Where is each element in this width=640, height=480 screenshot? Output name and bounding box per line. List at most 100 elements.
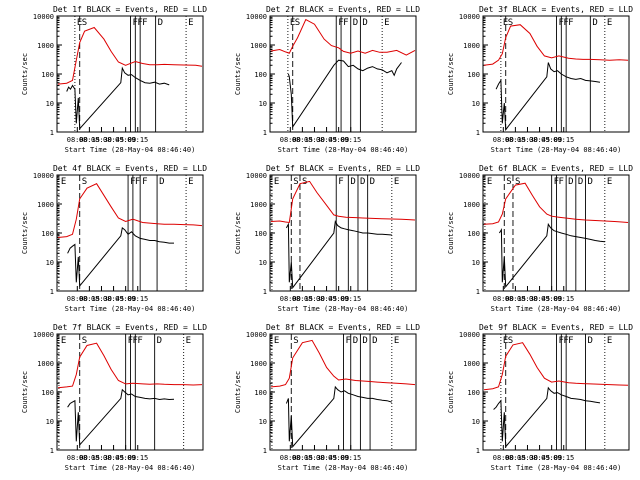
events-series-line [285,219,392,290]
x-tick-label: 08:45 [529,454,550,462]
x-tick-label: 09:15 [340,454,361,462]
event-marker-label-D: D [568,177,573,187]
y-tick-label: 10000 [459,172,480,180]
y-axis-label: Counts/sec [21,371,29,413]
x-tick-label: 08:00 [493,454,514,462]
x-tick-label: 08:15 [79,454,100,462]
y-tick-label: 1 [476,447,480,455]
x-tick-label: 09:15 [553,295,574,303]
event-marker-label-F: F [135,177,140,187]
lld-series-line [483,342,629,391]
event-marker-label-E: E [188,177,193,187]
y-tick-label: 10 [259,418,267,426]
event-marker-label-D: D [587,177,592,187]
y-tick-label: 1000 [250,42,267,50]
panel-title: Det 5f BLACK = Events, RED = LLD [266,164,420,173]
x-tick-label: 08:30 [91,136,112,144]
x-tick-label: 09:00 [541,454,562,462]
detector-panel-4: Det 4f BLACK = Events, RED = LLD 1 10 100 10… [21,164,207,313]
y-tick-label: 10 [472,259,480,267]
x-tick-label: 08:00 [67,454,88,462]
panel-plot-area: EESFFFD [57,175,203,291]
event-marker-label-F: F [345,336,350,346]
panel-title: Det 4f BLACK = Events, RED = LLD [53,164,207,173]
y-tick-label: 1 [50,129,54,137]
y-tick-label: 1000 [250,201,267,209]
y-axis-label: Counts/sec [447,53,455,95]
event-marker-label-D: D [592,18,597,28]
event-marker-label-S: S [293,336,298,346]
event-marker-label-E: E [607,177,612,187]
events-series-line [495,62,601,132]
x-axis-label: Start Time (28-May-04 08:46:40) [278,146,409,154]
detector-panel-5: Det 5f BLACK = Events, RED = LLD 1 10 100 10… [234,164,420,313]
event-marker-label-F: F [568,18,573,28]
y-tick-label: 1 [476,129,480,137]
panel-plot-area: EESSFFDDD [483,175,629,291]
event-marker-label-E: E [274,177,279,187]
x-tick-label: 08:15 [505,295,526,303]
y-tick-label: 10 [259,100,267,108]
y-tick-label: 100 [467,230,480,238]
x-tick-label: 08:30 [304,136,325,144]
event-marker-label-S: S [82,336,87,346]
lld-series-line [270,18,416,56]
y-tick-label: 10 [46,100,54,108]
y-tick-label: 100 [41,230,54,238]
y-tick-label: 100 [467,71,480,79]
y-tick-label: 1000 [37,201,54,209]
panel-title: Det 6f BLACK = Events, RED = LLD [479,164,633,173]
x-tick-label: 09:15 [340,136,361,144]
x-tick-label: 08:00 [67,295,88,303]
event-marker-label-S: S [508,336,513,346]
event-marker-label-F: F [137,336,142,346]
x-tick-label: 08:30 [517,295,538,303]
panel-title: Det 9f BLACK = Events, RED = LLD [479,323,633,332]
x-tick-label: 08:15 [79,136,100,144]
lld-series-line [57,183,203,238]
panel-title: Det 2f BLACK = Events, RED = LLD [266,5,420,14]
event-marker-label-D: D [158,18,163,28]
detector-panel-1: Det 1f BLACK = Events, RED = LLD 1 10 100 10… [21,5,207,154]
event-marker-label-E: E [487,177,492,187]
events-series-line [287,59,402,129]
event-marker-label-D: D [362,18,367,28]
x-tick-label: 08:00 [493,136,514,144]
events-series-line [67,227,174,288]
event-marker-label-E: E [607,18,612,28]
x-tick-label: 08:45 [103,454,124,462]
y-tick-label: 1 [476,288,480,296]
event-marker-label-D: D [353,336,358,346]
event-marker-label-E: E [607,336,612,346]
x-tick-label: 08:30 [304,295,325,303]
y-tick-label: 1000 [463,201,480,209]
lld-series-line [483,182,629,225]
event-marker-label-F: F [558,177,563,187]
event-marker-label-E: E [186,336,191,346]
panel-title: Det 8f BLACK = Events, RED = LLD [266,323,420,332]
event-marker-label-D: D [353,18,358,28]
x-tick-label: 08:15 [292,454,313,462]
event-marker-label-D: D [578,177,583,187]
event-marker-label-E: E [503,336,508,346]
x-tick-label: 08:45 [316,454,337,462]
detector-panel-2: Det 2f BLACK = Events, RED = LLD 1 10 100 10… [234,5,420,154]
event-marker-label-D: D [157,336,162,346]
panel-plot-area: E ES S F D D D [270,175,416,291]
x-tick-label: 08:15 [292,295,313,303]
x-tick-label: 08:00 [493,295,514,303]
event-marker-label-F: F [142,177,147,187]
y-tick-label: 1000 [463,42,480,50]
x-tick-label: 09:15 [127,295,148,303]
events-series-line [67,388,175,447]
x-tick-label: 09:00 [328,454,349,462]
y-tick-label: 100 [254,230,267,238]
y-tick-label: 10 [46,259,54,267]
y-tick-label: 10000 [33,331,54,339]
x-tick-label: 09:15 [340,295,361,303]
event-marker-label-F: F [338,177,343,187]
x-axis-label: Start Time (28-May-04 08:46:40) [65,464,196,472]
panel-title: Det 1f BLACK = Events, RED = LLD [53,5,207,14]
lld-series-line [57,342,203,389]
y-tick-label: 10000 [459,331,480,339]
